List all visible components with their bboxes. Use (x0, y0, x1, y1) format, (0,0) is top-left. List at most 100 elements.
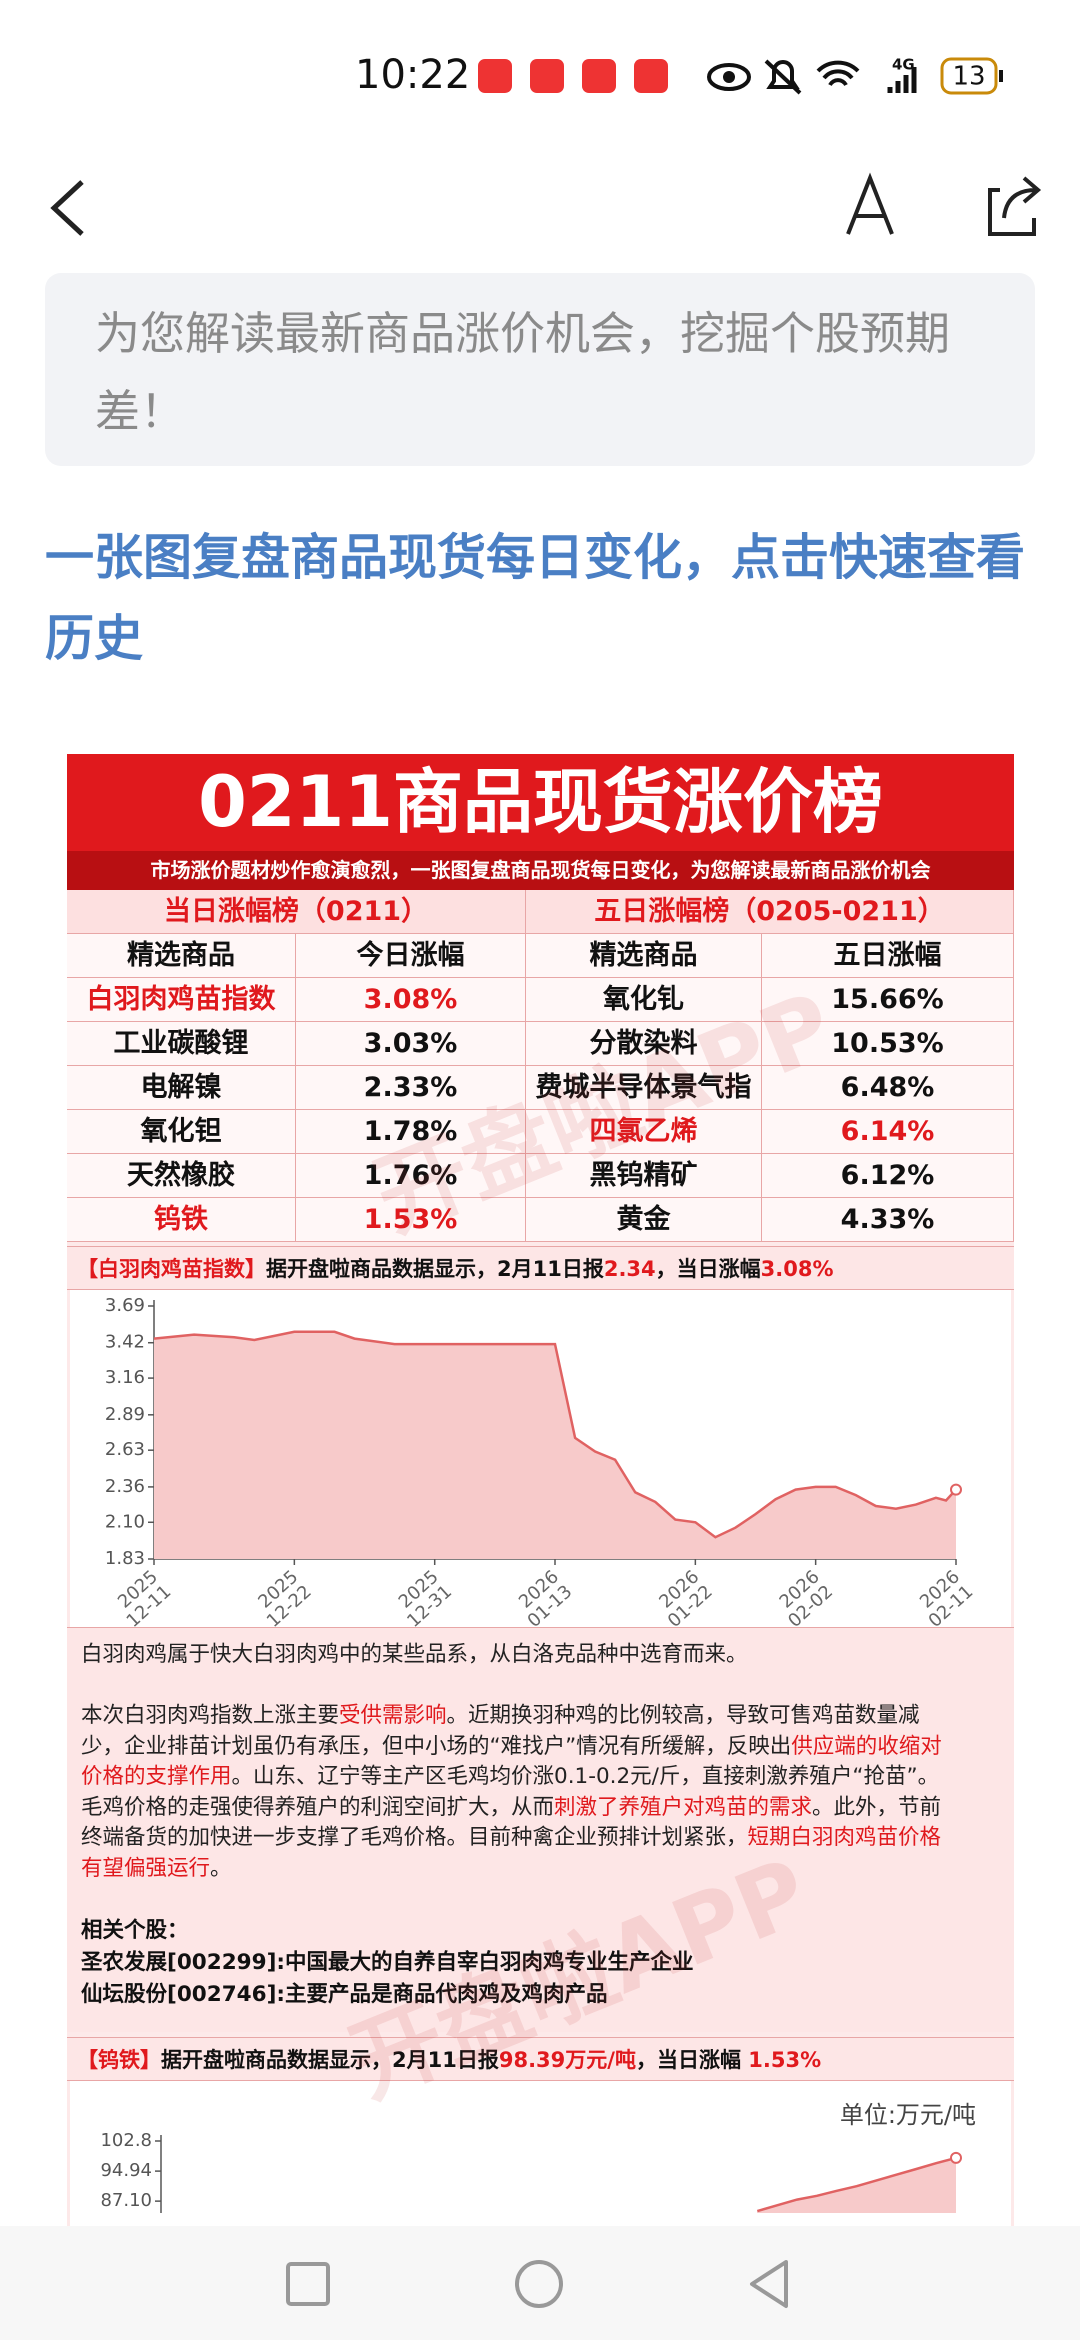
commodity-cell: 钨铁 (67, 1198, 296, 1242)
y-tick-label: 102.8 (100, 2130, 152, 2151)
change-cell: 3.03% (296, 1022, 526, 1066)
line-series (153, 1330, 957, 1539)
change-cell: 6.48% (762, 1066, 1014, 1110)
y-tick-label: 3.42 (105, 1332, 145, 1353)
poster-subtitle: 市场涨价题材炒作愈演愈烈，一张图复盘商品现货每日变化，为您解读最新商品涨价机会 (67, 851, 1014, 890)
section-headline: 【钨铁】据开盘啦商品数据显示，2月11日报98.39万元/吨，当日涨幅 1.53… (67, 2037, 1014, 2081)
change-cell: 1.78% (296, 1110, 526, 1154)
chart: 3.693.423.162.892.632.362.101.83202512-1… (70, 1290, 1011, 1627)
commodity-cell: 费城半导体景气指 (526, 1066, 762, 1110)
notification-icon (478, 59, 512, 93)
change-cell: 3.08% (296, 978, 526, 1022)
battery-icon (999, 70, 1003, 82)
back-nav-button[interactable] (750, 2260, 788, 2308)
text: 。 (210, 1855, 232, 1881)
eye-icon (723, 71, 735, 83)
highlight-text: 【白羽肉鸡苗指数】 (77, 1257, 266, 1281)
text: 。此外，节前终端备货的加快进一步支撑了毛鸡价格。目前种禽企业预排计划紧张， (81, 1794, 942, 1851)
column-header: 精选商品 (526, 934, 762, 978)
home-button[interactable] (515, 2260, 563, 2308)
signal-icon (887, 67, 917, 93)
text: 本次白羽肉鸡指数上涨主要 (81, 1703, 340, 1728)
change-cell: 6.12% (762, 1154, 1014, 1198)
text: 白羽肉鸡属于快大白羽肉鸡中的某些品系，从白洛克品种中选育而来。 (81, 1642, 748, 1667)
end-point (950, 2151, 962, 2164)
change-cell: 4.33% (762, 1198, 1014, 1242)
commodity-cell: 天然橡胶 (67, 1154, 296, 1198)
y-tick-label: 2.63 (105, 1439, 145, 1460)
highlight-text: 98.39万元/吨 (498, 2048, 636, 2072)
text: 据开盘啦商品数据显示，2月11日报 (161, 2048, 499, 2072)
nav-icons (286, 2260, 788, 2308)
change-cell: 6.14% (762, 1110, 1014, 1154)
section-headline: 【白羽肉鸡苗指数】据开盘啦商品数据显示，2月11日报2.34，当日涨幅3.08% (67, 1246, 1014, 1290)
commodity-cell: 黑钨精矿 (526, 1154, 762, 1198)
text: ，当日涨幅 (655, 1257, 761, 1281)
table-title: 五日涨幅榜（0205-0211） (526, 890, 1014, 934)
share-button[interactable] (988, 176, 1042, 236)
change-cell: 10.53% (762, 1022, 1014, 1066)
highlight-text: 3.08% (760, 1257, 834, 1281)
commodity-cell: 四氯乙烯 (526, 1110, 762, 1154)
clock: 10:22 (355, 52, 471, 98)
column-header: 今日涨幅 (296, 934, 526, 978)
mute-icon (764, 59, 802, 95)
highlight-text: 2.34 (603, 1257, 656, 1281)
highlight-text: 刺激了养殖户对鸡苗的需求 (554, 1794, 813, 1820)
commodity-cell: 白羽肉鸡苗指数 (67, 978, 296, 1022)
notification-icon (530, 59, 564, 93)
commodity-cell: 氧化钽 (67, 1110, 296, 1154)
battery-icon (940, 57, 998, 95)
line-area (757, 2157, 956, 2213)
column-header: 精选商品 (67, 934, 296, 978)
related-stock: 仙坛股份[002746]:主要产品是商品代肉鸡及鸡肉产品 (81, 1982, 608, 2007)
back-button[interactable] (50, 180, 84, 236)
text: 。山东、辽宁等主产区毛鸡均价涨0.1-0.2元/斤，直接刺激养殖户“抢苗”。毛鸡… (81, 1764, 940, 1820)
change-cell: 15.66% (762, 978, 1014, 1022)
y-tick-label: 1.83 (105, 1548, 145, 1569)
intro-box: 为您解读最新商品涨价机会，挖掘个股预期差！ (45, 273, 1035, 466)
recents-button[interactable] (286, 2262, 330, 2306)
y-tick-label: 2.89 (105, 1404, 145, 1425)
highlight-text: 受供需影响 (339, 1703, 447, 1728)
battery-level: 13 (952, 62, 985, 92)
chart: 102.8 94.94 87.10 单位:万元/吨 (70, 2081, 1011, 2226)
commodity-cell: 黄金 (526, 1198, 762, 1242)
line-area (154, 1331, 956, 1559)
font-button[interactable] (846, 172, 894, 235)
status-bar: 10:22 4G 13 (0, 0, 1080, 150)
line-series (756, 2156, 957, 2213)
text: 。近期换羽种鸡的比例较高，导致可售鸡苗数量减少，企业排苗计划虽仍有承压，但中小场… (81, 1703, 920, 1759)
intro-text: 为您解读最新商品涨价机会，挖掘个股预期差！ (95, 307, 951, 438)
highlight-text: 供应端的收缩对价格的支撑作用 (81, 1733, 942, 1790)
status-icons: 4G 13 (478, 56, 1003, 95)
change-cell: 1.53% (296, 1198, 526, 1242)
commodity-cell: 电解镍 (67, 1066, 296, 1110)
x-tick-label: 202602-02 (771, 1566, 837, 1627)
commodity-cell: 分散染料 (526, 1022, 762, 1066)
commodity-cell: 工业碳酸锂 (67, 1022, 296, 1066)
section-heading[interactable]: 一张图复盘商品现货每日变化，点击快速查看历史 (45, 529, 1026, 667)
paragraph: 白羽肉鸡属于快大白羽肉鸡中的某些品系，从白洛克品种中选育而来。 (81, 1640, 953, 1671)
change-cell: 2.33% (296, 1066, 526, 1110)
notification-icon (634, 59, 668, 93)
y-tick-label: 2.36 (105, 1476, 145, 1497)
network-label: 4G (892, 56, 915, 74)
text: ，当日涨幅 (635, 2048, 749, 2072)
change-cell: 1.76% (296, 1154, 526, 1198)
paragraph: 本次白羽肉鸡指数上涨主要受供需影响。近期换羽种鸡的比例较高，导致可售鸡苗数量减少… (81, 1701, 953, 1884)
y-tick-label: 94.94 (100, 2160, 152, 2181)
highlight-text: 【钨铁】 (77, 2048, 161, 2072)
poster-title: 0211商品现货涨价榜 (67, 754, 1014, 851)
text: 据开盘啦商品数据显示，2月11日报 (266, 1257, 604, 1281)
system-nav-bar (0, 2226, 1080, 2340)
notification-icon (582, 59, 616, 93)
table-title: 当日涨幅榜（0211） (67, 890, 526, 934)
y-tick-label: 87.10 (100, 2190, 152, 2211)
x-tick-label: 202512-22 (249, 1566, 315, 1627)
commodity-cell: 氧化钆 (526, 978, 762, 1022)
highlight-text: 1.53% (748, 2048, 822, 2072)
column-header: 五日涨幅 (762, 934, 1014, 978)
poster: 0211商品现货涨价榜 市场涨价题材炒作愈演愈烈，一张图复盘商品现货每日变化，为… (67, 754, 1014, 2226)
